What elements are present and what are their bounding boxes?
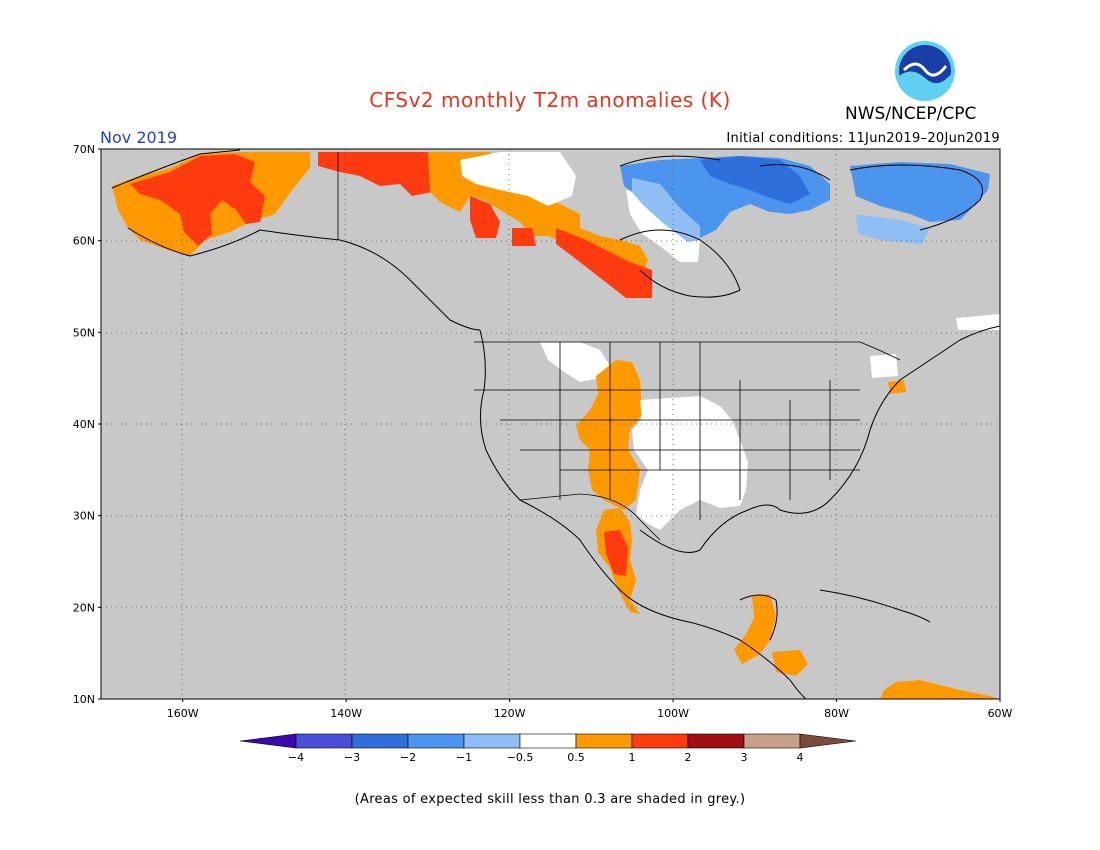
hudson-bay (619, 229, 741, 298)
honduras-warm (772, 650, 808, 676)
lat-tick-label: 20N (73, 601, 95, 614)
yucatan-coast (739, 594, 778, 641)
lat-tick-label: 10N (73, 693, 95, 706)
lat-tick-label: 40N (73, 418, 95, 431)
mexico-warm-red (604, 530, 628, 576)
lon-tick-label: 120W (494, 707, 526, 720)
chart-title: CFSv2 monthly T2m anomalies (K) (369, 88, 731, 112)
us-mexico-border (519, 493, 661, 541)
gulf-coast (639, 325, 1001, 553)
central-america-warm (734, 594, 776, 664)
lon-tick-label: 60W (988, 707, 1013, 720)
colorbar-box (295, 733, 353, 749)
anomaly-map: 70N 60N 50N 40N 30N 20N 10N 160W 140W 120W 100W 80… (73, 143, 1013, 720)
colorbar-label: −3 (344, 751, 360, 764)
coastlines (111, 149, 1001, 700)
lon-tick-label: 140W (330, 707, 362, 720)
rockies-warm-orange (576, 360, 642, 510)
colorbar-label: 3 (741, 751, 748, 764)
lon-axis: 160W 140W 120W 100W 80W 60W (167, 699, 1013, 720)
noaa-logo-icon (894, 40, 956, 106)
lon-tick-label: 160W (167, 707, 199, 720)
newengland-neutral (870, 354, 898, 378)
colorbar-box (407, 733, 465, 749)
colorbar-labels: −4 −3 −2 −1 −0.5 0.5 1 2 3 4 (288, 751, 804, 764)
colorbar-box (351, 733, 409, 749)
agency-label: NWS/NCEP/CPC (845, 104, 977, 124)
greenland-cool-blue (850, 162, 990, 222)
colorbar-label: −0.5 (507, 751, 534, 764)
alaska-coast (111, 149, 481, 331)
west-coast (479, 329, 807, 700)
colorbar-label: −2 (400, 751, 416, 764)
colorbar-label: 1 (629, 751, 636, 764)
nwt-warm-red (470, 196, 500, 238)
lat-tick-label: 60N (73, 235, 95, 248)
lat-axis: 70N 60N 50N 40N 30N 20N 10N (73, 143, 101, 706)
skill-footnote: (Areas of expected skill less than 0.3 a… (354, 792, 746, 807)
state-lines (474, 342, 860, 520)
colorbar-label: 0.5 (567, 751, 585, 764)
boundaries (337, 152, 901, 541)
colorbar-box (631, 733, 689, 749)
yukon-warm-red (318, 152, 432, 196)
alaska-warm-red (130, 154, 265, 246)
lat-tick-label: 70N (73, 143, 95, 156)
colorbar-box (519, 733, 577, 749)
mackenzie-warm-red (512, 228, 536, 246)
arctic-cool-blue-light (632, 178, 700, 242)
colorbar-label: 4 (797, 751, 804, 764)
baffin-neutral-white (626, 190, 700, 262)
colorbar-min-arrow (239, 733, 297, 749)
caribbean-warm (880, 680, 998, 699)
map-background (100, 148, 1001, 700)
forecast-month: Nov 2019 (100, 128, 178, 147)
cuba-coast (819, 589, 931, 623)
maritimes-warm (888, 380, 906, 394)
colorbar-box (463, 733, 521, 749)
rockies-neutral-white (540, 342, 610, 382)
arctic-cool-blue-dark (700, 156, 810, 204)
colorbar-boxes (239, 733, 857, 749)
arctic-islands (619, 155, 983, 231)
greenland-cool-blue-light (856, 214, 930, 244)
initial-conditions: Initial conditions: 11Jun2019–20Jun2019 (726, 131, 1000, 146)
hudson-warm-red (556, 228, 652, 298)
lon-tick-label: 100W (657, 707, 689, 720)
plains-neutral-white (632, 396, 748, 530)
lon-tick-label: 80W (824, 707, 849, 720)
colorbar-label: −1 (456, 751, 472, 764)
colorbar-box (743, 733, 801, 749)
anomaly-overlays (112, 152, 1000, 699)
colorbar-label: −4 (288, 751, 304, 764)
us-canada-border (474, 341, 901, 361)
graticule (101, 149, 1000, 699)
lat-tick-label: 30N (73, 510, 95, 523)
colorbar-box (687, 733, 745, 749)
colorbar-max-arrow (799, 733, 857, 749)
colorbar-box (575, 733, 633, 749)
colorbar-label: 2 (685, 751, 692, 764)
lat-tick-label: 50N (73, 326, 95, 339)
arctic-neutral-white (460, 152, 576, 206)
quebec-neutral-white (956, 314, 1000, 330)
